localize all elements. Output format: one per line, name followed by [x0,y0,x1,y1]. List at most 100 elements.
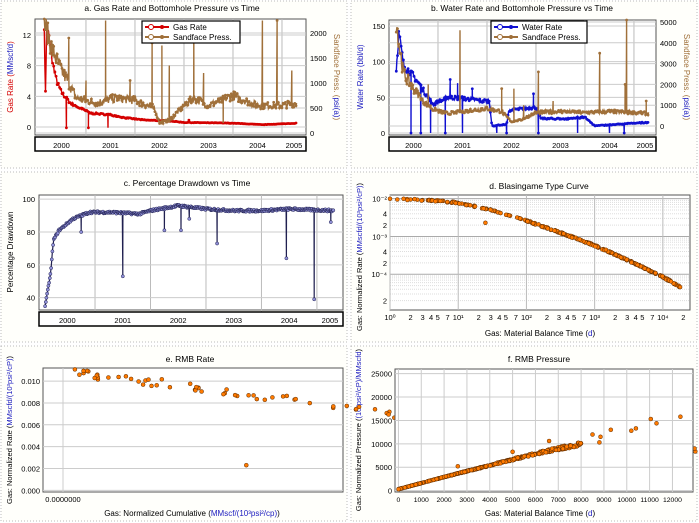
data-point [219,97,223,100]
x-tick-label: 8000 [574,497,589,504]
data-point [284,101,287,104]
y2-label-unit: psi(a) [682,97,691,117]
data-point [55,52,59,56]
x-tick-label: 3 [420,313,424,322]
y-label-unit: (10³psi²/cP)/MMscfd [354,351,363,418]
x-tick-label: 2 [408,313,412,322]
x-tick-label: 10⁴ [657,313,669,322]
x-tick-label: 2000 [437,497,452,504]
x-tick-label: 3 [489,313,493,322]
x-tick-label: 2003 [552,141,569,150]
legend-label: Sandface Press. [173,33,232,42]
data-point [112,100,116,104]
data-point [46,21,50,25]
x-tick-label: 2000 [405,141,422,150]
data-point [356,404,362,410]
data-point [463,111,466,115]
data-point [546,438,552,444]
data-point [491,107,495,111]
data-point [396,486,401,492]
y-axis-label: Water Rate (bbl/d) [356,44,365,109]
data-point [65,126,68,130]
data-point [72,87,76,91]
legend-label: Water Rate [522,23,563,32]
data-point [406,73,410,77]
data-point [537,110,540,114]
data-point [93,104,97,107]
y2-tick-label: 500 [310,104,323,113]
y2-axis-label: Sandface Press. (psi(a)) [332,34,341,121]
data-point [462,98,465,102]
y-label-unit: bbl/d [356,47,365,64]
chart-a: 0 4 8 12 0 500 1000 1500 2000 2000 2001 2002 2003 200… [23,17,327,152]
data-point [65,95,69,99]
data-point [79,230,84,234]
x-tick-label: 7 [582,313,586,322]
data-point [409,131,413,135]
data-point [151,102,154,106]
data-point [538,112,542,116]
data-point [50,249,55,254]
data-point [613,108,617,112]
data-point [511,456,517,462]
data-point [47,280,51,285]
data-point [401,196,406,202]
data-point [246,103,250,107]
y-tick-label: 10000 [371,440,392,449]
data-point [92,101,96,105]
y2-label-part: Sandface Press. ( [332,34,341,98]
data-point [449,472,455,478]
data-point [404,79,408,83]
data-point [465,108,469,112]
x-tick-label: 2 [477,313,481,322]
data-point [290,102,294,106]
data-point [472,204,478,209]
data-point [648,416,654,422]
data-point [445,199,450,205]
time-axis-band [38,311,344,327]
x-tick-label: 3000 [459,497,474,504]
data-point [423,103,426,107]
y2-tick-label: 4000 [660,39,677,48]
data-point [643,110,646,114]
chart-c: 40 60 80 100 2000 2001 2002 2003 2004 2005 [22,194,344,327]
data-point [44,28,47,31]
x-tick-label: 2000 [53,141,70,150]
data-point [402,58,405,62]
data-point [185,100,189,104]
data-point [307,400,313,406]
data-point [153,110,157,113]
data-point [483,464,489,469]
y-tick-label: 50 [377,93,385,102]
data-point [53,70,57,74]
data-point [614,111,618,115]
data-point [488,207,493,212]
data-point [115,99,119,102]
data-point [261,104,264,107]
x-label-unit: d [588,509,592,518]
data-point [434,476,439,482]
data-point [426,478,432,484]
data-point [215,100,219,103]
data-point [293,396,298,402]
data-point [235,92,239,95]
data-point [179,228,183,233]
y-tick-label: 0.000 [21,486,40,495]
y-tick-label: 10⁻² [372,195,387,204]
data-point [493,461,498,467]
data-point [626,112,630,116]
data-point [440,111,444,115]
data-point [546,109,550,113]
x-tick-label: 5000 [505,497,520,504]
y-tick-label: 150 [372,22,385,31]
data-point [677,284,683,290]
x-tick-label: 2002 [503,141,520,150]
y2-tick-label: 1500 [310,54,327,63]
data-point [64,71,67,74]
data-point [221,94,225,98]
data-point [629,428,634,433]
data-point [419,131,423,135]
data-point [194,101,198,105]
chart-d: 10⁰ 2 3 4 5 7 10¹ 2 3 4 5 7 10² 2 3 4 5 7 10³ 2 3 4 5 7 10⁴ 210⁻²… [371,194,691,322]
data-point [199,97,203,100]
